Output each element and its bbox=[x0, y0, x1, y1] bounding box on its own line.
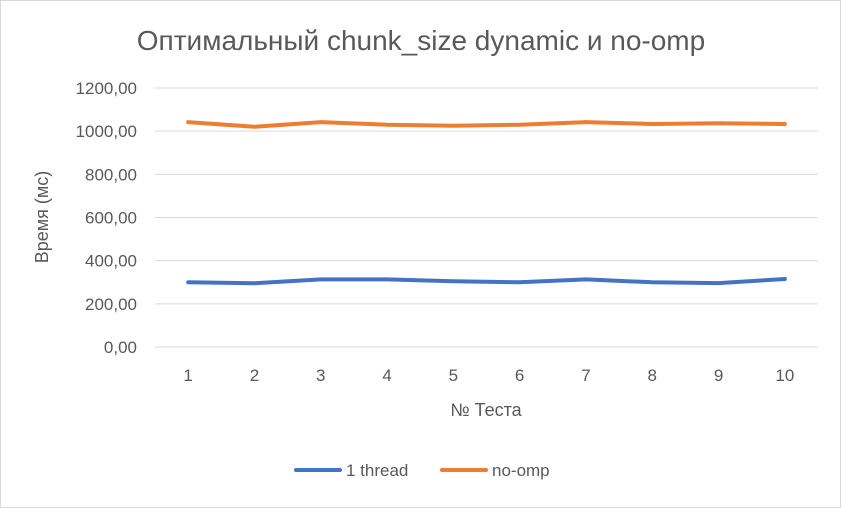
x-tick-label: 9 bbox=[714, 366, 723, 385]
x-axis-title: № Теста bbox=[450, 400, 522, 420]
x-tick-label: 10 bbox=[775, 366, 794, 385]
y-tick-label: 0,00 bbox=[104, 338, 137, 357]
y-tick-label: 600,00 bbox=[85, 209, 137, 228]
legend-label: no-omp bbox=[492, 461, 550, 480]
x-tick-label: 4 bbox=[382, 366, 391, 385]
y-axis-tick-labels: 0,00 200,00 400,00 600,00 800,00 1000,00 1200,… bbox=[76, 79, 137, 357]
y-tick-label: 200,00 bbox=[85, 295, 137, 314]
x-tick-label: 6 bbox=[515, 366, 524, 385]
legend: 1 thread no-omp bbox=[294, 461, 550, 480]
x-tick-label: 3 bbox=[316, 366, 325, 385]
x-tick-label: 8 bbox=[648, 366, 657, 385]
series-line bbox=[186, 277, 787, 286]
y-axis-title: Время (мс) bbox=[32, 171, 52, 264]
gridlines bbox=[155, 87, 818, 348]
series-line bbox=[186, 120, 787, 129]
x-tick-label: 7 bbox=[581, 366, 590, 385]
y-tick-label: 400,00 bbox=[85, 252, 137, 271]
chart-title: Оптимальный chunk_size dynamic и no-omp bbox=[137, 25, 705, 56]
legend-label: 1 thread bbox=[346, 461, 408, 480]
y-tick-label: 800,00 bbox=[85, 165, 137, 184]
x-axis-tick-labels: 1 2 3 4 5 6 7 8 9 10 bbox=[183, 366, 794, 385]
y-tick-label: 1000,00 bbox=[76, 122, 137, 141]
series-lines bbox=[186, 120, 787, 286]
x-tick-label: 1 bbox=[183, 366, 192, 385]
x-tick-label: 2 bbox=[250, 366, 259, 385]
x-tick-label: 5 bbox=[449, 366, 458, 385]
y-tick-label: 1200,00 bbox=[76, 79, 137, 98]
